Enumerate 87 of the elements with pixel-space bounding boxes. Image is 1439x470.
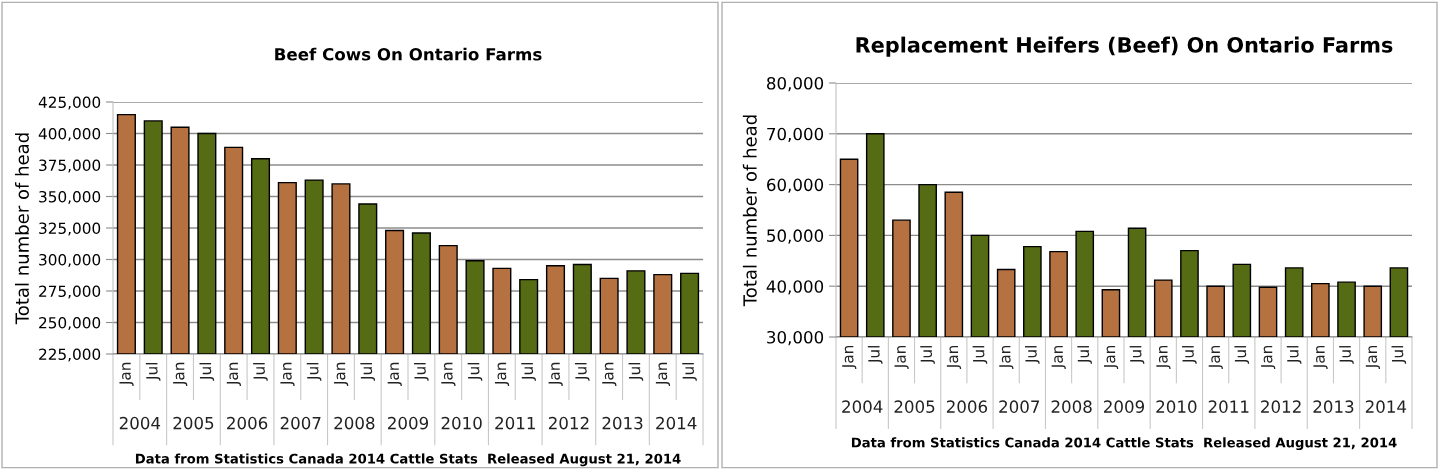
x-tick-label: 2012: [548, 416, 589, 430]
x-tick-label: 2008: [1051, 400, 1092, 413]
text: Jul: [1234, 346, 1250, 364]
text: Jan: [119, 362, 134, 386]
y-tick-label: 250,000: [39, 316, 101, 331]
x-tick-label: 2011: [1208, 400, 1249, 413]
x-tick-label: 2004: [119, 416, 161, 430]
y-axis-title: Total number of head: [14, 133, 29, 325]
y-tick-label: 40,000: [766, 280, 824, 295]
text: Jul: [1129, 346, 1145, 364]
text: Jan: [1261, 345, 1276, 369]
text: Jan: [173, 362, 188, 386]
text: Jan: [280, 362, 295, 386]
x-tick-label: 2004: [842, 400, 883, 413]
chart-title: Beef Cows On Ontario Farms: [275, 47, 542, 61]
text: Jul: [306, 362, 322, 381]
x-tick-label: 2009: [388, 416, 429, 430]
text: Jan: [1365, 345, 1380, 369]
text: Jan: [1313, 345, 1328, 369]
text: Jul: [253, 362, 268, 381]
x-tick-label: 2005: [894, 400, 935, 413]
x-tick-label: 2014: [1365, 400, 1407, 413]
text: Jul: [521, 362, 536, 381]
text: Jan: [1103, 345, 1119, 369]
text: Jan: [999, 345, 1014, 369]
text: Jul: [145, 362, 161, 381]
x-tick-label: 2006: [227, 416, 268, 430]
y-tick-label: 50,000: [767, 229, 824, 244]
text: Jan: [1208, 345, 1223, 369]
text: Jan: [946, 345, 962, 369]
x-tick-label: 2010: [1156, 400, 1197, 413]
text: Jul: [920, 346, 935, 364]
text: Jan: [494, 362, 510, 386]
text: Jul: [414, 362, 429, 381]
text: Jul: [867, 346, 883, 364]
x-tick-label: 2014: [656, 416, 697, 430]
y-tick-label: 60,000: [767, 178, 824, 193]
x-tick-label: 2010: [441, 416, 482, 430]
text: Jul: [972, 346, 988, 364]
text: Jan: [226, 362, 241, 386]
y-tick-label: 80,000: [767, 76, 824, 92]
text: Jan: [441, 362, 456, 386]
text: Jul: [1077, 346, 1092, 364]
text: Jul: [199, 362, 215, 381]
text: Data from Statistics Canada 2014 Cattle Stats Released August 21, 2014: [851, 437, 1397, 451]
x-tick-label: 2012: [1261, 400, 1301, 413]
x-tick-label: 2011: [495, 416, 535, 430]
text: Jan: [1156, 345, 1171, 369]
y-axis-title: Total number of head: [742, 115, 757, 307]
y-tick-label: 350,000: [39, 190, 101, 205]
text: Jan: [1051, 345, 1066, 369]
y-tick-label: 70,000: [767, 127, 824, 143]
text: Jul: [1339, 346, 1354, 364]
text: Jul: [682, 362, 697, 381]
text: Jan: [842, 345, 857, 369]
x-tick-label: 2005: [173, 416, 214, 430]
y-tick-label: 325,000: [39, 222, 101, 236]
text: Jul: [1286, 346, 1302, 364]
x-tick-label: 2006: [946, 400, 988, 413]
x-tick-label: 2013: [602, 416, 643, 430]
text: Jan: [387, 362, 402, 386]
x-tick-label: 2013: [1313, 400, 1354, 413]
y-tick-label: 300,000: [39, 253, 101, 268]
y-tick-label: 425,000: [38, 96, 101, 110]
text: Jan: [894, 345, 909, 369]
text: Data from Statistics Canada 2014 Cattle Stats Released August 21, 2014: [135, 453, 681, 467]
text: Jan: [655, 362, 671, 386]
x-tick-label: 2007: [280, 416, 321, 430]
x-tick-label: 2008: [334, 416, 375, 430]
text: Jan: [602, 362, 617, 386]
text: Jul: [1182, 346, 1197, 364]
y-tick-label: 400,000: [38, 127, 101, 142]
text: Jan: [548, 362, 563, 386]
text: Jul: [467, 362, 483, 381]
text: Jul: [1024, 346, 1040, 364]
text: Jan: [334, 362, 349, 386]
text: Jul: [574, 362, 590, 381]
text: Jul: [360, 362, 376, 381]
x-tick-label: 2009: [1104, 400, 1145, 413]
y-tick-label: 375,000: [39, 159, 101, 173]
y-tick-label: 30,000: [767, 330, 824, 346]
y-tick-label: 225,000: [39, 348, 101, 362]
text: Jul: [1391, 346, 1407, 364]
x-tick-label: 2007: [999, 400, 1040, 413]
text: Jul: [628, 362, 644, 381]
chart-title: Replacement Heifers (Beef) On Ontario Farms: [856, 36, 1393, 57]
y-tick-label: 275,000: [39, 285, 101, 299]
